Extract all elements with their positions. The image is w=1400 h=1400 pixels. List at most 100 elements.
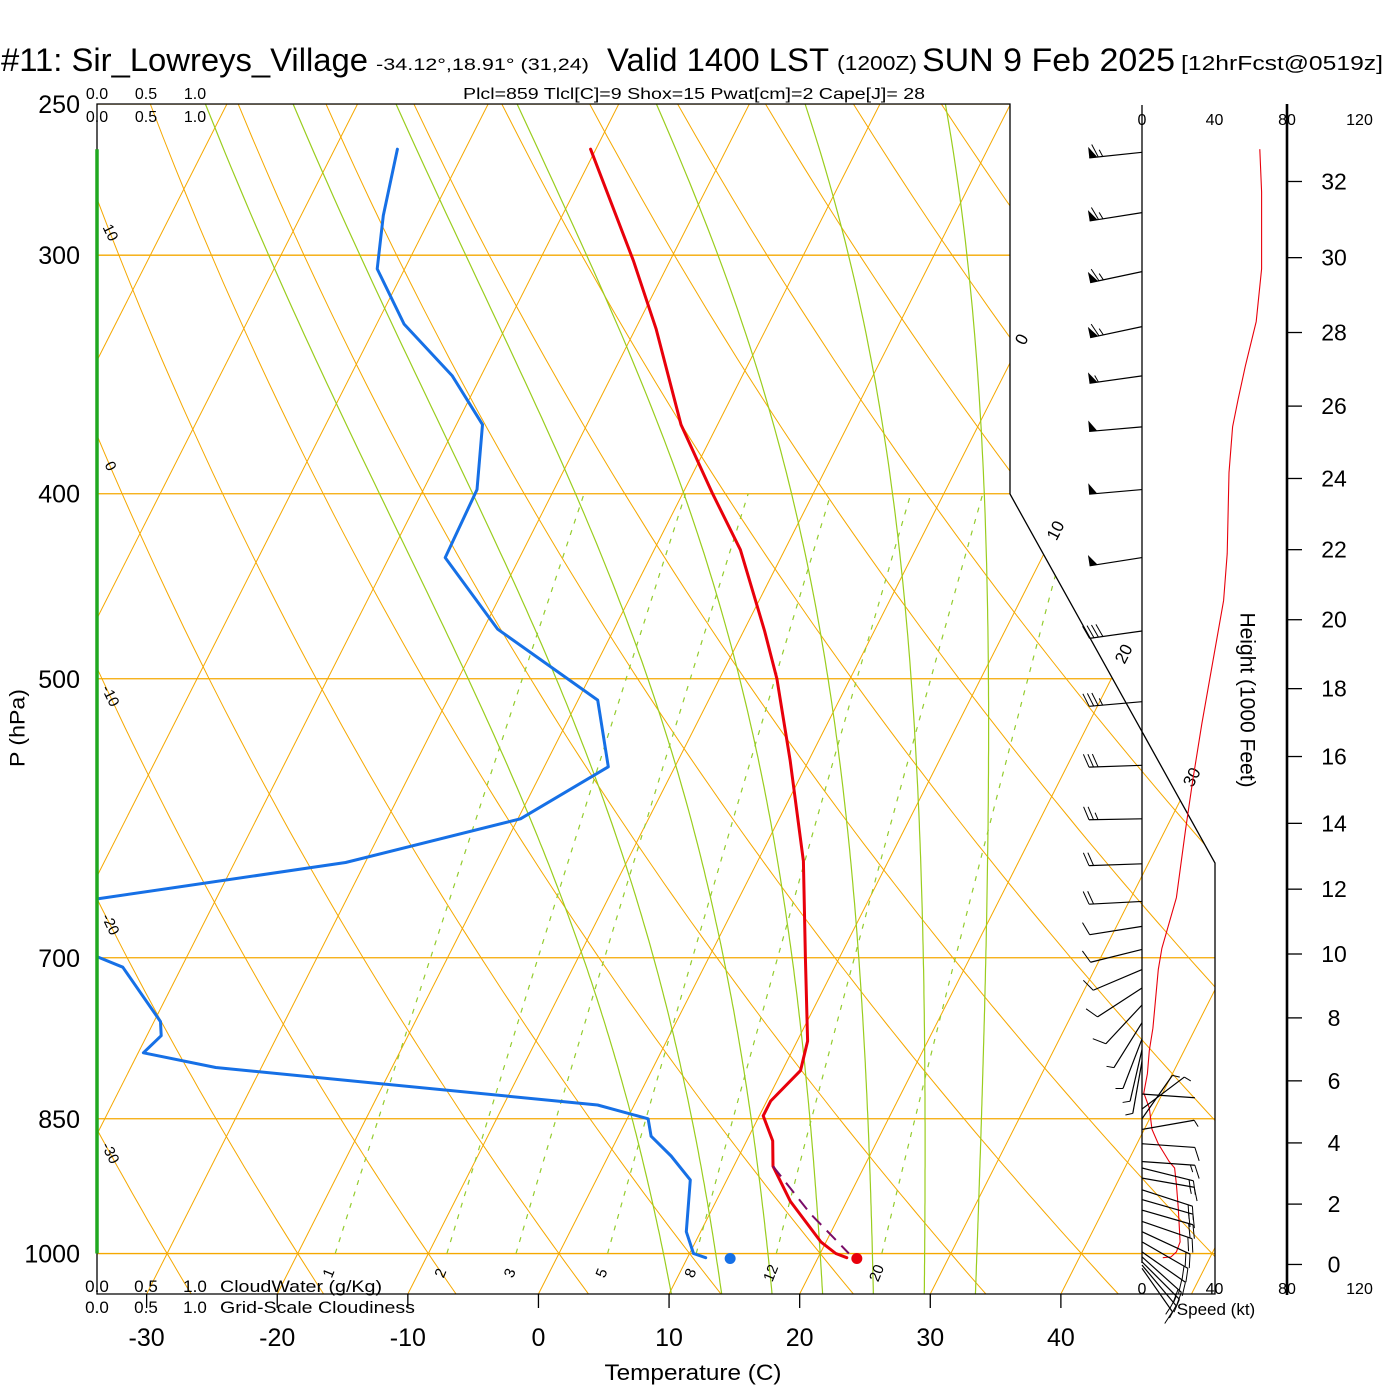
barb-staff xyxy=(1141,1167,1194,1182)
height-tick-label: 30 xyxy=(1321,245,1347,271)
cloudiness-tick-bottom: 1.0 xyxy=(183,1298,207,1317)
barb-feather xyxy=(1085,1008,1098,1018)
wind-barb xyxy=(1141,1209,1195,1239)
barb-staff xyxy=(1092,968,1143,991)
wind-barb xyxy=(1087,323,1143,339)
axis-titles: Temperature (C) P (hPa) xyxy=(7,689,782,1385)
barb-feather xyxy=(1192,1224,1195,1239)
barb-pennant xyxy=(1087,271,1098,283)
barb-feather xyxy=(1082,693,1090,707)
barb-staff xyxy=(1141,1220,1193,1240)
isotherm xyxy=(97,104,228,1294)
station-coordinates: -34.12°,18.91° (31,24) xyxy=(376,55,589,74)
barb-half-feather xyxy=(1172,1074,1180,1078)
speed-tick-label-top: 40 xyxy=(1206,112,1224,129)
x-tick-label: 0 xyxy=(532,1324,546,1352)
height-tick-label: 22 xyxy=(1321,537,1347,563)
barb-staff xyxy=(1141,1093,1195,1099)
barb-staff xyxy=(1089,900,1143,905)
moist-adiabat xyxy=(292,104,723,1294)
height-tick-label: 14 xyxy=(1321,810,1347,836)
wind-barb xyxy=(1092,1004,1143,1045)
mixing-ratio-line xyxy=(334,493,585,1254)
speed-axis-label: Speed (kt) xyxy=(1177,1300,1255,1319)
height-tick-label: 16 xyxy=(1321,744,1347,770)
cloudwater-tick-bottom: 0.5 xyxy=(134,1277,158,1296)
barb-pennant xyxy=(1087,372,1098,384)
height-axis-label: Height (1000 Feet) xyxy=(1236,612,1259,787)
wind-barb xyxy=(1082,891,1143,905)
wind-barb xyxy=(1141,1261,1180,1313)
barb-half-feather xyxy=(1094,812,1099,820)
height-tick-label: 8 xyxy=(1328,1005,1341,1031)
speed-tick-label-bottom: 120 xyxy=(1346,1281,1373,1298)
wind-barb xyxy=(1087,268,1143,284)
x-tick-label: 30 xyxy=(916,1324,944,1352)
wind-barb xyxy=(1141,1119,1199,1131)
barb-staff xyxy=(1113,1022,1143,1068)
barb-staff xyxy=(1089,925,1143,936)
wind-barb xyxy=(1087,372,1143,384)
barb-half-feather xyxy=(1098,273,1104,281)
barb-staff xyxy=(1141,1119,1195,1131)
wind-barb xyxy=(1081,948,1143,963)
barb-feather xyxy=(1184,1252,1187,1267)
barb-feather xyxy=(1082,625,1090,639)
barb-feather xyxy=(1091,144,1099,158)
barb-half-feather xyxy=(1125,1112,1133,1116)
pressure-label: 850 xyxy=(38,1106,80,1134)
barb-feather xyxy=(1086,625,1095,638)
moist-adiabat xyxy=(516,104,824,1294)
cloudiness-tick-bottom: 0.5 xyxy=(134,1298,158,1317)
barb-feather xyxy=(1082,754,1090,768)
barb-feather xyxy=(1091,624,1099,638)
cloudiness-tick-top: 1.0 xyxy=(184,109,206,126)
barb-feather xyxy=(1187,1237,1190,1252)
dry-adiabat xyxy=(97,104,457,1294)
barb-half-feather xyxy=(1098,328,1104,336)
barb-half-feather xyxy=(1189,1186,1192,1194)
barb-staff xyxy=(1141,1177,1195,1188)
barb-half-feather xyxy=(1122,1100,1131,1103)
moist-adiabat xyxy=(944,104,990,1294)
barb-feather xyxy=(1087,891,1095,905)
barb-staff xyxy=(1141,1264,1177,1307)
mixing-ratio-line xyxy=(446,493,687,1254)
isotherm xyxy=(97,104,358,1294)
height-tick-label: 10 xyxy=(1321,941,1347,967)
barb-feather xyxy=(1194,1147,1200,1161)
barb-feather xyxy=(1192,1214,1195,1229)
x-tick-label: 10 xyxy=(655,1324,683,1352)
barb-staff xyxy=(1105,1004,1143,1045)
height-tick-label: 26 xyxy=(1321,393,1347,419)
wind-barb xyxy=(1082,852,1143,867)
isotherm xyxy=(97,104,489,1294)
isotherm xyxy=(97,104,620,1294)
dry-adiabat xyxy=(677,104,1215,1294)
cloudwater-tick-bottom: 0.0 xyxy=(85,1277,109,1296)
pressure-label: 1000 xyxy=(24,1241,80,1269)
cloudwater-tick-top: 1.0 xyxy=(184,86,206,103)
barb-staff xyxy=(1097,987,1143,1018)
wind-barb xyxy=(1087,554,1143,567)
barb-half-feather xyxy=(1193,1119,1199,1127)
cloudwater-label: CloudWater (g/Kg) xyxy=(220,1277,382,1296)
wind-barb xyxy=(1141,1241,1189,1283)
barb-staff xyxy=(1141,1261,1180,1300)
pressure-label: 250 xyxy=(38,91,80,119)
wind-barb xyxy=(1141,1231,1191,1269)
utc-time: (1200Z) xyxy=(837,53,917,75)
barb-pennant xyxy=(1087,554,1098,566)
wind-barb xyxy=(1141,1267,1173,1324)
x-tick-label: -10 xyxy=(390,1324,426,1352)
cloudiness-tick-bottom: 0.0 xyxy=(85,1298,109,1317)
height-tick-label: 24 xyxy=(1321,465,1347,491)
wind-barb xyxy=(1088,483,1143,495)
cloudwater-tick-top: 0.0 xyxy=(86,86,108,103)
barb-half-feather xyxy=(1098,698,1104,706)
barb-half-feather xyxy=(1172,1295,1177,1304)
moist-adiabat xyxy=(204,104,672,1294)
moist-adiabat xyxy=(804,104,926,1294)
